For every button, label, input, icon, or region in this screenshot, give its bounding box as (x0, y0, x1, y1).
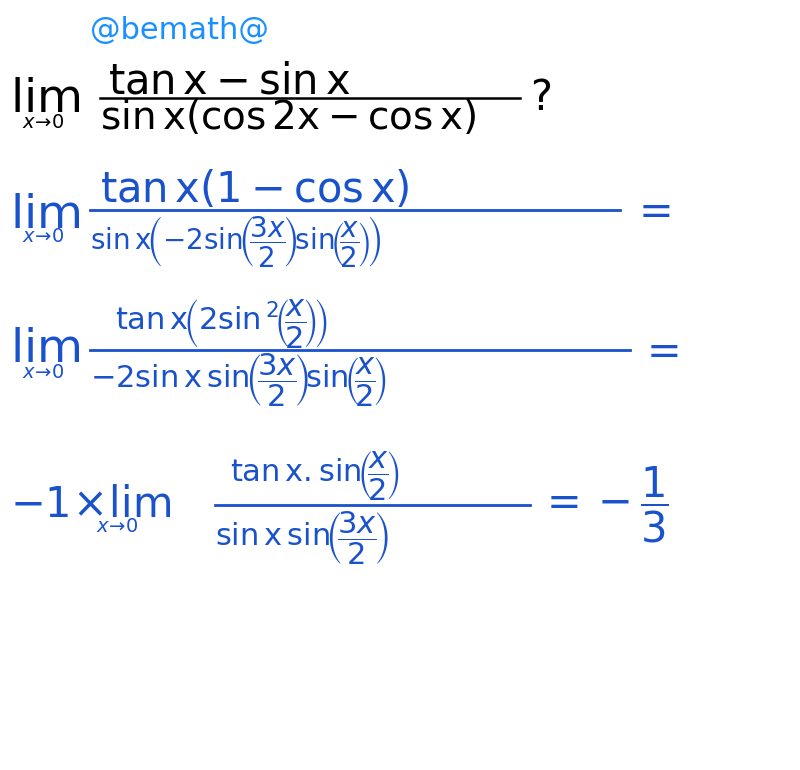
Text: $\lim$: $\lim$ (10, 192, 80, 237)
Text: $\mathrm{tan\,x.sin}\!\left(\!\dfrac{x}{2}\!\right)$: $\mathrm{tan\,x.sin}\!\left(\!\dfrac{x}{… (230, 448, 400, 501)
Text: $?$: $?$ (530, 77, 551, 119)
Text: $x\!\rightarrow\!0$: $x\!\rightarrow\!0$ (96, 517, 138, 535)
Text: $x\!\rightarrow\!0$: $x\!\rightarrow\!0$ (22, 112, 65, 132)
Text: $-2\mathrm{sin\,x\,sin}\!\left(\!\dfrac{3x}{2}\!\right)\!\mathrm{sin}\!\left(\!\: $-2\mathrm{sin\,x\,sin}\!\left(\!\dfrac{… (90, 351, 387, 409)
Text: $\mathrm{tan\,x}-\mathrm{sin\,x}$: $\mathrm{tan\,x}-\mathrm{sin\,x}$ (108, 61, 350, 103)
Text: $-1\!\times\!\lim$: $-1\!\times\!\lim$ (10, 484, 171, 526)
Text: $\mathrm{sin\,x}\!\left(-2\mathrm{sin}\!\left(\!\dfrac{3x}{2}\!\right)\!\mathrm{: $\mathrm{sin\,x}\!\left(-2\mathrm{sin}\!… (90, 215, 382, 270)
Text: $\mathrm{tan\,x}\!\left(2\mathrm{sin}^{\,2}\!\left(\!\dfrac{x}{2}\!\right)\!\rig: $\mathrm{tan\,x}\!\left(2\mathrm{sin}^{\… (115, 296, 328, 350)
Text: $=$: $=$ (630, 189, 670, 231)
Text: $\mathrm{sin\,x}(\mathrm{cos\,2x}-\mathrm{cos\,x})$: $\mathrm{sin\,x}(\mathrm{cos\,2x}-\mathr… (100, 98, 476, 136)
Text: $\mathrm{tan\,x}(1-\mathrm{cos\,x})$: $\mathrm{tan\,x}(1-\mathrm{cos\,x})$ (100, 169, 410, 211)
Text: $\lim$: $\lim$ (10, 327, 80, 373)
Text: $x\!\rightarrow\!0$: $x\!\rightarrow\!0$ (22, 227, 65, 246)
Text: $=-\dfrac{1}{3}$: $=-\dfrac{1}{3}$ (538, 465, 669, 545)
Text: $\lim$: $\lim$ (10, 78, 80, 122)
Text: $x\!\rightarrow\!0$: $x\!\rightarrow\!0$ (22, 363, 65, 381)
Text: $\mathrm{sin\,x\,sin}\!\left(\!\dfrac{3x}{2}\!\right)$: $\mathrm{sin\,x\,sin}\!\left(\!\dfrac{3x… (215, 509, 389, 567)
Text: $=$: $=$ (638, 329, 678, 371)
Text: @bemath@: @bemath@ (90, 15, 269, 45)
